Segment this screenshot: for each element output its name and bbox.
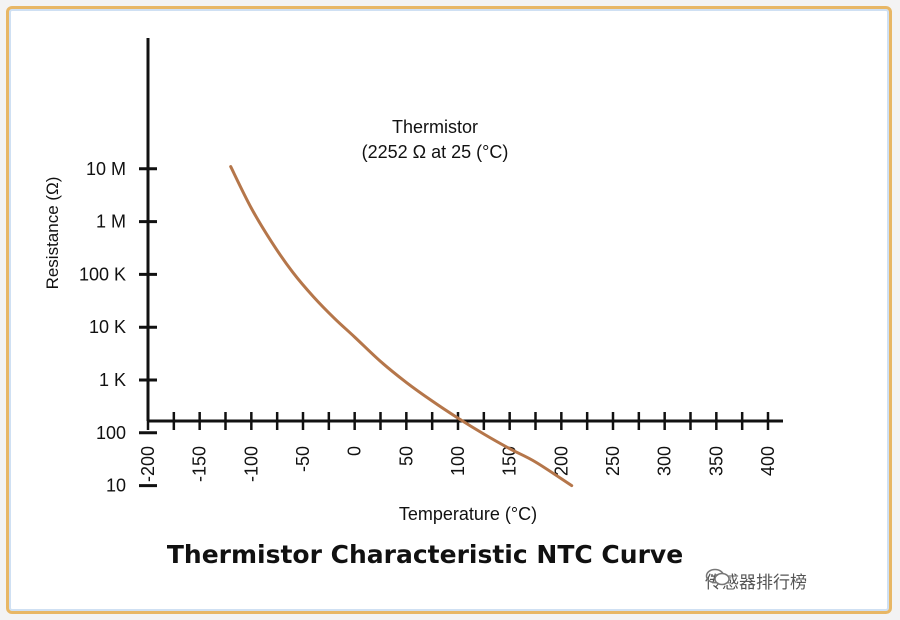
figure-frame <box>6 6 892 614</box>
x-tick-label: -150 <box>190 446 210 482</box>
wechat-icon <box>705 568 730 586</box>
watermark-text: 传感器排行榜 <box>705 573 807 593</box>
y-tick-label: 1 M <box>96 212 126 232</box>
x-tick-label: -200 <box>138 446 158 482</box>
y-axis-label: Resistance (Ω) <box>43 177 62 290</box>
x-tick-label: 400 <box>758 446 778 476</box>
x-tick-label: 100 <box>448 446 468 476</box>
chart-title: Thermistor Characteristic NTC Curve <box>166 540 684 569</box>
watermark: 传感器排行榜 <box>705 568 807 593</box>
y-tick-label: 10 <box>106 476 126 496</box>
x-tick-label: 50 <box>396 446 416 466</box>
x-tick-label: 0 <box>345 446 365 456</box>
annotation-line-2: (2252 Ω at 25 (°C) <box>362 142 509 162</box>
annotation-line-1: Thermistor <box>392 117 478 137</box>
x-tick-label: 250 <box>603 446 623 476</box>
series-marks <box>229 165 574 488</box>
x-tick-label: -100 <box>241 446 261 482</box>
x-tick-label: 350 <box>706 446 726 476</box>
x-tick-label: -50 <box>293 446 313 472</box>
y-tick-label: 10 K <box>89 317 126 337</box>
x-axis-label: Temperature (°C) <box>399 504 537 524</box>
x-tick-label: 200 <box>551 446 571 476</box>
y-tick-label: 1 K <box>99 370 126 390</box>
axes: 10 100 1 K 10 K 100 K 1 M 10 M -200 -150 -100 -50 0… <box>79 38 783 496</box>
y-tick-label: 100 <box>96 423 126 443</box>
x-tick-label: 150 <box>500 446 520 476</box>
y-tick-label: 100 K <box>79 264 126 284</box>
y-tick-label: 10 M <box>86 159 126 179</box>
ntc-curve-line <box>229 165 574 488</box>
x-tick-label: 300 <box>655 446 675 476</box>
